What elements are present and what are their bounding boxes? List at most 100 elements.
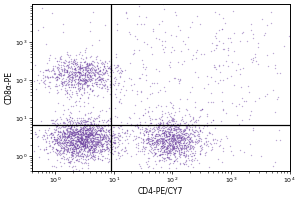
Point <box>167 134 172 137</box>
Point <box>76 80 80 84</box>
Point <box>76 76 81 79</box>
Point <box>41 135 46 138</box>
Point <box>100 144 105 147</box>
Point <box>84 68 88 71</box>
Point <box>124 128 129 131</box>
Point <box>154 132 159 135</box>
Point <box>81 161 86 164</box>
Point <box>76 149 81 153</box>
Point <box>55 90 60 94</box>
Point <box>172 142 177 145</box>
Point <box>106 160 111 163</box>
Point <box>92 155 96 158</box>
Point <box>156 143 161 147</box>
Point <box>172 48 176 51</box>
Point <box>183 132 188 135</box>
Point <box>86 140 91 143</box>
Point <box>85 75 90 79</box>
Point <box>79 161 84 164</box>
Point <box>89 132 94 135</box>
Point <box>144 138 149 141</box>
Point <box>44 123 49 127</box>
Point <box>192 130 197 133</box>
Point <box>160 115 165 118</box>
Point <box>123 69 128 72</box>
Point <box>82 73 86 77</box>
Point <box>61 128 65 132</box>
Point <box>93 117 98 120</box>
Point <box>64 69 69 72</box>
Point <box>70 72 74 76</box>
Point <box>83 61 88 64</box>
Point <box>83 70 88 73</box>
Point <box>105 88 110 91</box>
Point <box>255 41 260 44</box>
Point <box>161 151 166 154</box>
Point <box>160 150 165 154</box>
Point <box>72 68 77 71</box>
Point <box>201 127 206 130</box>
Point <box>185 98 190 101</box>
Point <box>162 134 167 138</box>
Point <box>150 166 155 169</box>
Point <box>61 83 65 86</box>
Point <box>69 130 74 134</box>
Point <box>82 144 86 147</box>
Point <box>194 120 199 123</box>
Point <box>223 22 228 25</box>
Point <box>92 137 97 140</box>
Point <box>91 73 96 77</box>
Point <box>80 78 84 81</box>
Point <box>77 139 82 143</box>
Point <box>156 133 161 136</box>
Point <box>80 143 85 146</box>
Point <box>78 83 83 86</box>
Point <box>98 86 103 89</box>
Point <box>101 142 106 145</box>
Point <box>80 142 85 146</box>
Point <box>166 144 171 147</box>
Point <box>95 126 100 129</box>
Point <box>60 141 64 145</box>
Point <box>41 74 46 77</box>
Point <box>88 133 93 136</box>
Point <box>66 130 71 133</box>
Point <box>158 140 162 143</box>
Point <box>82 71 87 74</box>
Point <box>56 68 60 71</box>
Point <box>171 161 176 164</box>
Point <box>248 109 253 112</box>
Point <box>94 137 99 141</box>
Point <box>35 74 40 77</box>
Point <box>132 82 137 85</box>
Point <box>170 138 175 141</box>
Point <box>96 142 101 145</box>
Point <box>51 147 56 150</box>
Point <box>197 129 202 132</box>
Point <box>73 146 78 149</box>
Point <box>85 69 89 72</box>
Point <box>54 128 59 131</box>
Point <box>87 147 92 150</box>
Point <box>56 148 60 152</box>
Point <box>179 136 184 139</box>
Point <box>98 129 103 133</box>
Point <box>103 133 108 137</box>
Point <box>77 75 82 78</box>
Point <box>142 23 146 26</box>
Point <box>85 129 90 132</box>
Point <box>74 140 79 144</box>
Point <box>251 37 256 40</box>
Point <box>54 84 59 87</box>
Point <box>87 135 92 138</box>
Point <box>94 135 99 139</box>
Point <box>122 79 127 82</box>
Point <box>155 147 160 150</box>
Point <box>73 141 77 145</box>
Point <box>67 127 72 131</box>
Point <box>103 137 108 140</box>
Point <box>82 135 87 138</box>
Point <box>75 133 80 136</box>
Point <box>89 137 94 140</box>
Point <box>168 150 173 153</box>
